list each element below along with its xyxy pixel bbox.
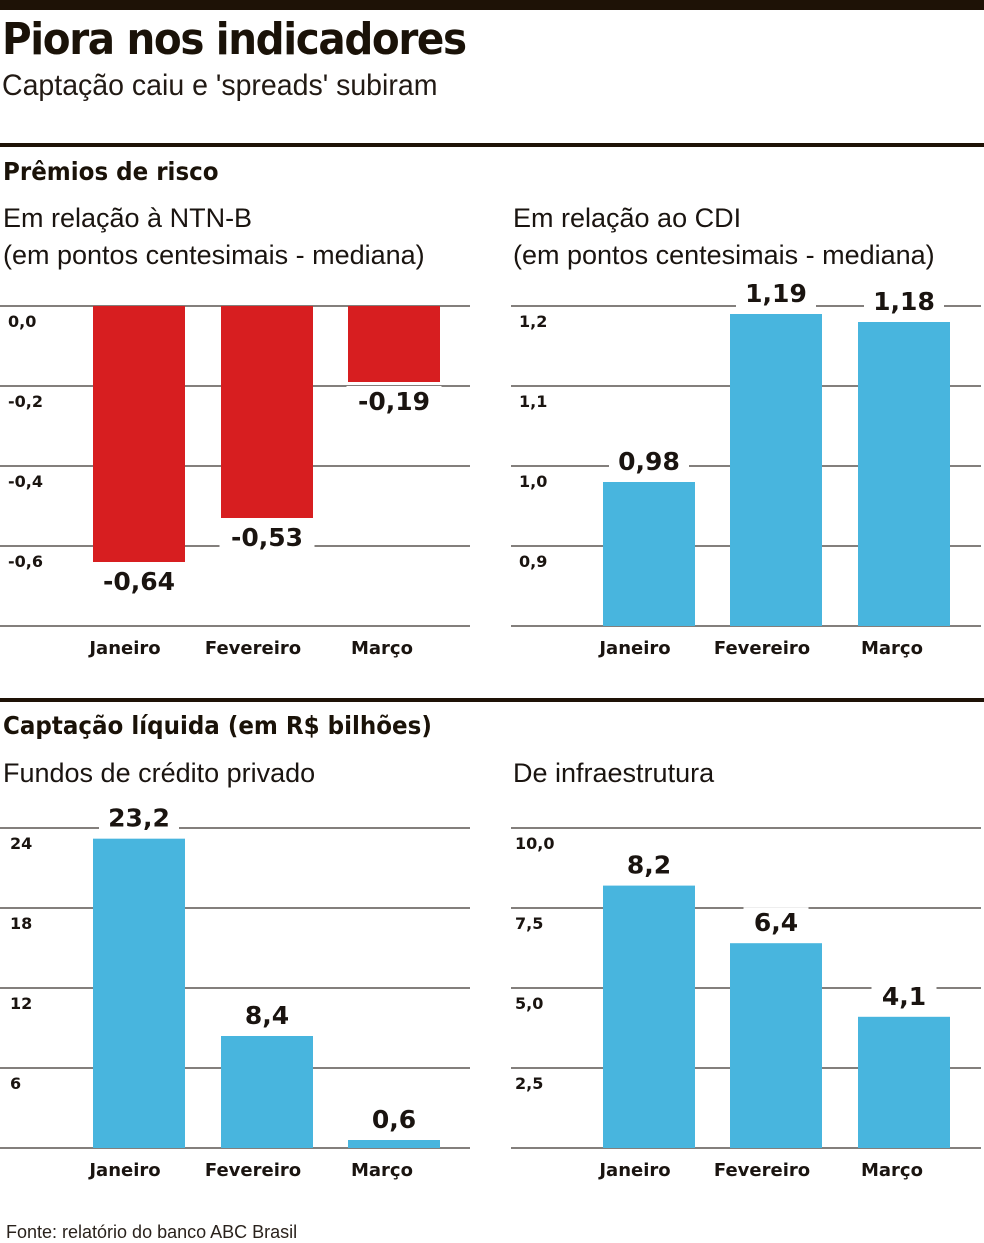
- value-label-bg: [871, 980, 937, 1011]
- cdi-bar-chart: 1,2 1,1 1,0 0,9 0,98 Janeiro 1,19 Fevereiro 1,18…: [511, 280, 981, 659]
- page-subtitle: Captação caiu e 'spreads' subiram: [2, 69, 438, 102]
- y-tick-label: -0,2: [8, 392, 43, 411]
- bar-fevereiro: [730, 943, 822, 1148]
- category-label: Fevereiro: [205, 638, 301, 659]
- y-tick-label: 24: [10, 834, 32, 853]
- y-tick-label: 5,0: [515, 994, 543, 1013]
- source-note: Fonte: relatório do banco ABC Brasil: [6, 1222, 298, 1242]
- bar-janeiro: [93, 838, 185, 1148]
- value-label: 6,4: [754, 908, 798, 937]
- value-label-bg: [99, 802, 179, 833]
- bar-marco: [858, 1016, 950, 1148]
- ntnb-chart-title-line1: Em relação à NTN-B: [3, 203, 253, 233]
- y-tick-label: -0,6: [8, 552, 43, 571]
- value-label-bg: [91, 566, 187, 596]
- bar-fevereiro: [730, 314, 822, 626]
- category-label: Março: [861, 638, 923, 659]
- value-label: 8,2: [627, 851, 671, 880]
- value-label: 4,1: [882, 982, 926, 1011]
- category-label: Fevereiro: [714, 638, 810, 659]
- value-label: -0,53: [231, 523, 303, 552]
- y-tick-label: 12: [10, 994, 32, 1013]
- top-rule: [0, 0, 984, 10]
- category-label: Março: [351, 638, 413, 659]
- value-label-bg: [864, 286, 944, 316]
- value-label: 0,6: [372, 1105, 416, 1134]
- value-label-bg: [616, 849, 682, 880]
- value-label: 0,98: [618, 447, 680, 476]
- category-label: Março: [351, 1160, 413, 1181]
- value-label: 23,2: [108, 804, 170, 833]
- value-label-bg: [743, 907, 809, 938]
- cdi-chart-title-line2: (em pontos centesimais - mediana): [513, 240, 935, 270]
- y-tick-label: 0,0: [8, 312, 36, 331]
- category-label: Março: [861, 1160, 923, 1181]
- bar-fevereiro: [221, 306, 313, 518]
- section-divider: [0, 698, 984, 702]
- section-title-net-inflow: Captação líquida (em R$ bilhões): [3, 711, 432, 740]
- bar-marco: [858, 322, 950, 626]
- category-label: Fevereiro: [714, 1160, 810, 1181]
- y-tick-label: 1,0: [519, 472, 547, 491]
- ntnb-chart-title: Em relação à NTN-B (em pontos centesimai…: [3, 200, 425, 274]
- y-tick-label: 1,1: [519, 392, 547, 411]
- bar-janeiro: [93, 306, 185, 562]
- value-label: 8,4: [245, 1001, 289, 1030]
- value-label-bg: [219, 522, 315, 552]
- value-label: -0,64: [103, 567, 175, 596]
- section-title-risk-premium: Prêmios de risco: [3, 157, 219, 186]
- value-label: -0,19: [358, 387, 430, 416]
- category-label: Janeiro: [597, 638, 670, 659]
- section-divider: [0, 143, 984, 147]
- category-label: Janeiro: [87, 1160, 160, 1181]
- value-label-bg: [346, 386, 442, 416]
- bar-marco: [348, 306, 440, 382]
- credito-bar-chart: 24 18 12 6 23,2 Janeiro 8,4 Fevereiro 0,6 Março: [0, 802, 470, 1181]
- category-label: Fevereiro: [205, 1160, 301, 1181]
- credito-chart-title: Fundos de crédito privado: [3, 758, 316, 788]
- cdi-chart-title-line1: Em relação ao CDI: [513, 203, 742, 233]
- value-label: 1,19: [745, 280, 807, 308]
- y-tick-label: -0,4: [8, 472, 43, 491]
- infra-bar-chart: 10,0 7,5 5,0 2,5 8,2 Janeiro 6,4 Fevereiro 4,1 Ma…: [511, 827, 981, 1181]
- infra-chart-title: De infraestrutura: [513, 758, 715, 788]
- value-label-bg: [361, 1104, 427, 1134]
- value-label-bg: [736, 280, 816, 308]
- value-label: 1,18: [873, 287, 935, 316]
- ntnb-chart-title-line2: (em pontos centesimais - mediana): [3, 240, 425, 270]
- ntnb-bar-chart: 0,0 -0,2 -0,4 -0,6 -0,64 Janeiro -0,53 Fevereir…: [0, 305, 470, 659]
- y-tick-label: 6: [10, 1074, 21, 1093]
- bar-janeiro: [603, 885, 695, 1148]
- value-label-bg: [234, 1000, 300, 1030]
- y-tick-label: 18: [10, 914, 32, 933]
- category-label: Janeiro: [87, 638, 160, 659]
- cdi-chart-title: Em relação ao CDI (em pontos centesimais…: [513, 200, 935, 274]
- y-tick-label: 7,5: [515, 914, 543, 933]
- y-tick-label: 1,2: [519, 312, 547, 331]
- bar-marco: [348, 1140, 440, 1148]
- value-label-bg: [609, 446, 689, 476]
- page-title: Piora nos indicadores: [2, 14, 467, 65]
- bar-fevereiro: [221, 1036, 313, 1148]
- category-label: Janeiro: [597, 1160, 670, 1181]
- bar-janeiro: [603, 482, 695, 626]
- y-tick-label: 10,0: [515, 834, 554, 853]
- y-tick-label: 0,9: [519, 552, 547, 571]
- y-tick-label: 2,5: [515, 1074, 543, 1093]
